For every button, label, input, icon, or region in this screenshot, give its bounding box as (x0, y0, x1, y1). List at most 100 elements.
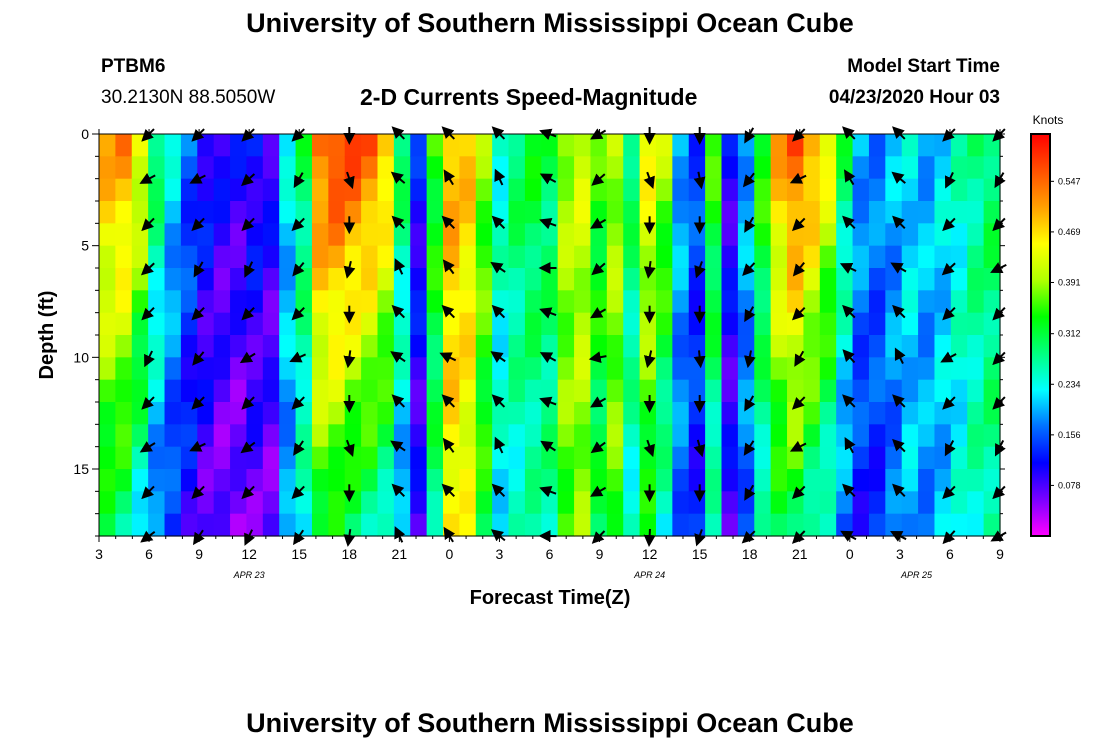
heatmap-cell (901, 402, 919, 425)
heatmap-cell (868, 379, 886, 403)
current-arrow (789, 172, 807, 184)
heatmap-cell (918, 357, 936, 381)
heatmap-cell (443, 156, 460, 180)
heatmap-cell (852, 245, 870, 269)
heatmap-cell (754, 245, 772, 269)
heatmap-cell (410, 424, 428, 448)
current-arrow (441, 483, 456, 498)
x-axis: 3 6 9 12 15 18 21 0 3 6 9 12 15 18 21 0 3 6 9 APR 23 APR 24 A… (95, 129, 1004, 580)
heatmap-cell (131, 290, 149, 314)
heatmap-cell (623, 312, 641, 336)
heatmap-cell (197, 424, 215, 448)
heatmap-cell (180, 379, 198, 403)
heatmap-cell (459, 424, 477, 448)
heatmap-cell (311, 268, 329, 291)
heatmap-cell (705, 223, 723, 247)
current-arrow (390, 440, 406, 453)
heatmap-cell (508, 379, 526, 403)
heatmap-cell (688, 134, 706, 157)
heatmap-cell (918, 290, 936, 314)
heatmap-cell (721, 491, 739, 515)
heatmap-cell (508, 513, 526, 537)
heatmap-cell (819, 134, 837, 157)
model-start-value: 04/23/2020 Hour 03 (828, 87, 1000, 108)
heatmap-cell (459, 290, 477, 314)
heatmap-cell (606, 491, 624, 515)
heatmap-cell (377, 469, 395, 492)
heatmap-cell (344, 424, 362, 448)
heatmap-cell (213, 402, 231, 425)
heatmap-cell (393, 268, 411, 291)
heatmap-cell (754, 491, 772, 515)
heatmap-cell (393, 402, 411, 425)
heatmap-cell (885, 469, 903, 492)
heatmap-cell (803, 201, 821, 224)
heatmap-cell (967, 156, 985, 180)
heatmap-cell (492, 491, 510, 515)
heatmap-cell (672, 178, 690, 202)
heatmap-cell (426, 201, 444, 224)
current-arrow (442, 259, 455, 275)
heatmap-cell (230, 245, 248, 269)
heatmap-cell (115, 491, 133, 515)
heatmap-cell (639, 156, 657, 180)
heatmap-cell (344, 335, 362, 358)
heatmap-cell (934, 245, 952, 269)
current-arrow (539, 307, 557, 319)
heatmap-cell (426, 312, 444, 336)
heatmap-cell (770, 446, 788, 470)
heatmap-cell (443, 268, 460, 291)
heatmap-cell (311, 245, 329, 269)
heatmap-cell (803, 245, 821, 269)
heatmap-cell (508, 245, 526, 269)
heatmap-cell (213, 290, 231, 314)
heatmap-cell (967, 402, 985, 425)
heatmap-cell (541, 402, 559, 425)
heatmap-cell (246, 424, 264, 448)
current-arrow (842, 304, 856, 319)
heatmap-cell (197, 268, 215, 291)
heatmap-cell (950, 201, 968, 224)
heatmap-cell (443, 134, 460, 157)
heatmap-cell (672, 156, 690, 180)
heatmap-cell (295, 156, 313, 180)
heatmap-cell (524, 357, 542, 381)
heatmap-cell (459, 223, 477, 247)
heatmap-cell (475, 357, 493, 381)
y-tick-label: 5 (81, 238, 89, 254)
heatmap-cell (688, 335, 706, 358)
heatmap-cell (901, 357, 919, 381)
heatmap-cell (705, 245, 723, 269)
heatmap-cell (868, 223, 886, 247)
heatmap-cell (803, 402, 821, 425)
heatmap-cell (492, 223, 510, 247)
heatmap-cell (492, 357, 510, 381)
current-arrow (892, 304, 906, 319)
heatmap-cell (443, 491, 460, 515)
heatmap-cell (901, 201, 919, 224)
heatmap-cell (131, 245, 149, 269)
heatmap-cell (852, 312, 870, 336)
heatmap-cell (770, 156, 788, 180)
heatmap-cell (967, 245, 985, 269)
heatmap-cell (737, 156, 755, 180)
current-arrow (693, 439, 706, 458)
heatmap-cell (164, 156, 182, 180)
heatmap-cell (361, 469, 379, 492)
x-tick-label: 3 (496, 546, 504, 562)
heatmap-cell (180, 446, 198, 470)
heatmap-cell (967, 134, 985, 157)
heatmap-cell (590, 357, 608, 381)
heatmap-cell (737, 312, 755, 336)
heatmap-cell (590, 156, 608, 180)
current-arrow (791, 217, 806, 232)
heatmap-cell (836, 335, 854, 358)
heatmap-cell (524, 178, 542, 202)
heatmap-cell (819, 469, 837, 492)
current-arrow (391, 394, 406, 408)
heatmap-cell (148, 513, 166, 537)
heatmap-cell (393, 491, 411, 515)
heatmap-cell (967, 178, 985, 202)
heatmap-cell (934, 424, 952, 448)
heatmap-cell (983, 245, 1001, 269)
